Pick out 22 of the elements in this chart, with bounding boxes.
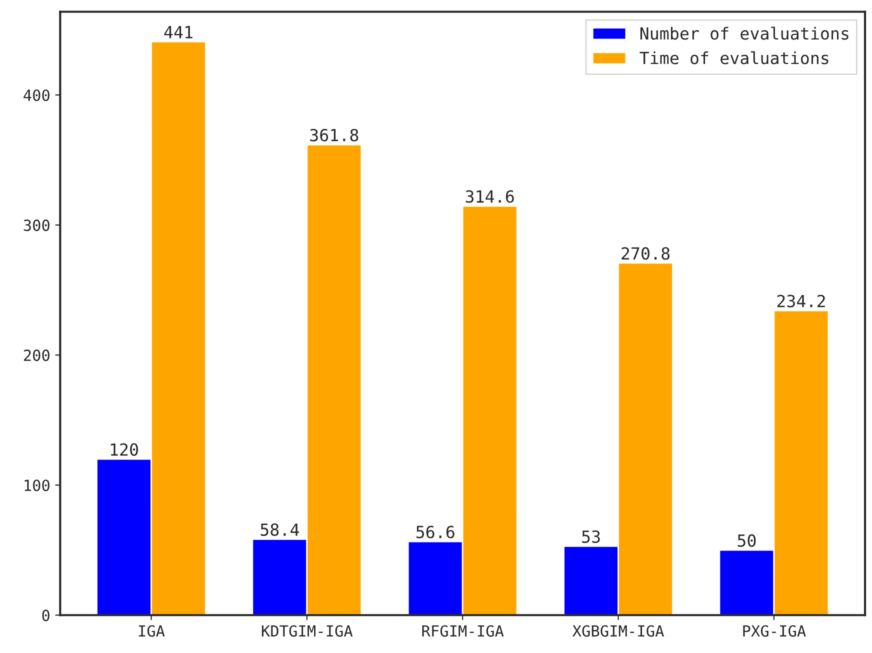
y-tick-label: 0 bbox=[42, 610, 50, 622]
y-tick-label: 400 bbox=[24, 89, 50, 102]
data-label: 441 bbox=[164, 26, 192, 38]
data-label: 361.8 bbox=[310, 128, 358, 142]
legend-label: Time of evaluations bbox=[640, 51, 828, 64]
data-label: 56.6 bbox=[416, 526, 454, 538]
legend-label: Number of evaluations bbox=[640, 26, 848, 40]
x-tick-label: XGBGIM-IGA bbox=[572, 625, 664, 637]
data-label: 270.8 bbox=[622, 247, 670, 260]
data-label: 314.6 bbox=[466, 190, 514, 203]
y-tick-label: 100 bbox=[24, 480, 50, 492]
data-label: 50 bbox=[738, 534, 756, 547]
x-tick-label: KDTGIM-IGA bbox=[262, 625, 353, 637]
y-tick-label: 300 bbox=[24, 220, 50, 232]
data-label: 234.2 bbox=[777, 294, 825, 308]
y-tick-label: 200 bbox=[24, 350, 50, 362]
data-label: 58.4 bbox=[260, 523, 299, 536]
x-tick-label: RFGIM-IGA bbox=[422, 625, 504, 637]
data-label: 53 bbox=[582, 530, 600, 543]
data-label: 120 bbox=[110, 443, 138, 456]
x-tick-label: PXG-IGA bbox=[743, 625, 806, 637]
x-tick-label: IGA bbox=[138, 625, 165, 637]
